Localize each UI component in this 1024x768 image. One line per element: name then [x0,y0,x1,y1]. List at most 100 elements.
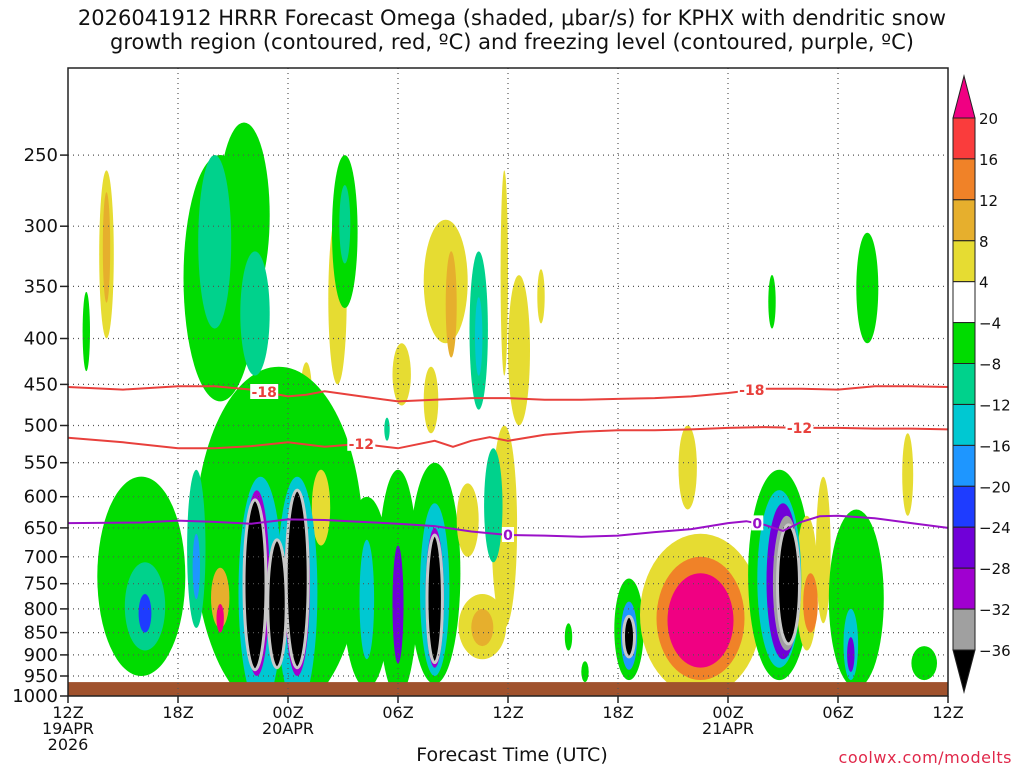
dgz-contour-label: -18 [252,385,277,401]
omega-cell [82,291,91,372]
y-tick-label: 400 [24,329,58,350]
colorbar-segment [952,117,976,160]
x-tick-label: 21APR [702,719,754,738]
colorbar-label: 8 [979,233,989,251]
x-tick-label: 12Z [492,703,523,722]
x-tick-label: 00Z [712,703,743,722]
y-tick-label: 550 [24,453,58,474]
omega-cell [339,185,351,264]
y-tick-label: 250 [24,145,58,166]
contour-lines: -18 -18 -12 -12 0 0 [67,382,949,544]
x-tick-label: 18Z [602,703,633,722]
colorbar-top-arrow [952,74,976,119]
omega-cell [828,509,884,689]
colorbar-label: −8 [979,356,1001,374]
x-tick-label: 19APR [42,719,94,738]
colorbar-segment [952,404,976,446]
y-tick-label: 850 [24,623,58,644]
x-tick-label: 06Z [382,703,413,722]
omega-cell [359,539,375,660]
omega-cell [423,219,468,344]
omega-cell [816,476,831,624]
omega-shading [68,122,948,696]
x-tick-label: 00Z [272,703,303,722]
y-tick-label: 800 [24,599,58,620]
colorbar: 20 16 12 8 4 −4 −8 −12 −16 −20 −24 −28 −32 −36 [952,74,1011,694]
colorbar-label: 4 [979,274,989,292]
omega-cell [776,523,801,646]
surface-terrain [68,682,948,696]
y-tick-label: 450 [24,374,58,395]
omega-cell [266,538,288,670]
omega-cells [82,122,937,696]
colorbar-segment [952,240,976,283]
x-tick-label: 12Z [932,703,963,722]
dgz-contour-label: -18 [739,383,764,399]
omega-cell [475,297,483,376]
colorbar-segment [952,526,976,569]
colorbar-bottom-arrow [952,649,976,694]
omega-cell [392,343,411,406]
freezing-level-contour-label-bg [751,515,764,531]
y-tick-label: 900 [24,645,58,666]
title-line-2: growth region (contoured, red, ºC) and f… [110,30,914,54]
omega-cell [667,573,734,668]
omega-cell [911,646,937,681]
omega-cell [192,533,200,600]
omega-cell [847,637,855,672]
dgz-contour-label-bg [250,384,279,399]
y-tick-label: 600 [24,487,58,508]
omega-cell [803,573,818,633]
freezing-level-contour-label: 0 [503,528,513,544]
colorbar-segment [952,199,976,242]
omega-cell [581,661,589,683]
y-tick-label: 650 [24,518,58,539]
colorbar-segment [952,608,976,651]
omega-cell [508,275,530,426]
dgz-contour-label: -12 [787,421,812,437]
omega-cell [902,433,914,516]
omega-cell [564,623,573,651]
colorbar-segment [952,322,976,365]
omega-cell [484,448,503,563]
dgz-contour-label: -12 [349,437,374,453]
y-tick-label: 950 [24,666,58,687]
omega-cell [102,192,111,303]
colorbar-label: −4 [979,315,1001,333]
y-tick-label: 500 [24,416,58,437]
colorbar-segment [952,363,976,405]
credit-link[interactable]: coolwx.com/modelts [838,748,1012,767]
colorbar-label: −20 [979,478,1011,496]
omega-cell [856,232,879,344]
colorbar-segment [952,485,976,528]
x-axis-label: Forecast Time (UTC) [416,744,608,766]
colorbar-segment [952,281,976,324]
omega-cell [211,567,230,629]
y-tick-label: 300 [24,216,58,237]
omega-cell [284,488,310,670]
omega-cell [471,608,494,647]
colorbar-segment [952,444,976,487]
colorbar-label: −24 [979,519,1011,537]
omega-cell [445,251,457,358]
colorbar-label: −28 [979,560,1011,578]
y-tick-label: 700 [24,547,58,568]
omega-cell [240,251,270,376]
dgz-contour-label-bg [737,382,766,398]
omega-cell [500,170,508,376]
colorbar-label: 20 [979,110,998,128]
y-tick-label: 350 [24,276,58,297]
x-tick-label: 2026 [48,735,89,754]
x-tick-label: 20APR [262,719,314,738]
colorbar-segment [952,567,976,610]
omega-cell [425,533,444,665]
colorbar-label: 16 [979,151,998,169]
omega-cell [622,614,636,659]
omega-cell [311,469,331,546]
colorbar-label: −16 [979,437,1011,455]
freezing-level-contour [67,514,949,538]
omega-cell [384,417,390,441]
colorbar-label: −36 [979,642,1011,660]
y-tick-label: 1000 [12,686,58,707]
